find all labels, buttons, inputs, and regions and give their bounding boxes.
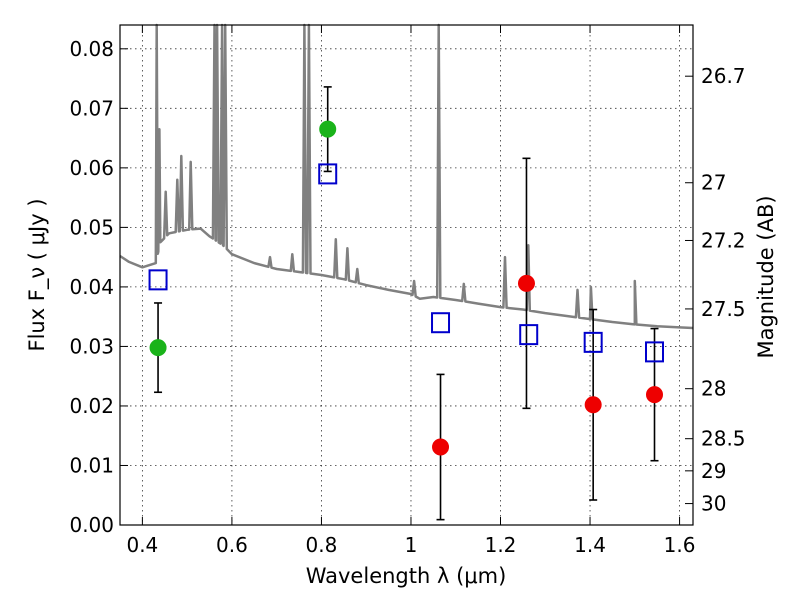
right-tick-label: 27.2 — [701, 228, 746, 252]
right-tick-label: 26.7 — [701, 64, 746, 88]
right-tick-label: 28 — [701, 377, 726, 401]
y-tick-label: 0.02 — [69, 394, 114, 418]
right-tick-label: 27 — [701, 171, 726, 195]
errorbar-layer — [154, 86, 659, 521]
x-tick-label: 0.8 — [306, 533, 338, 557]
y-axis-label: Flux F_ν ( μJy ) — [25, 198, 50, 351]
data-point — [517, 274, 535, 292]
y-tick-label: 0.01 — [69, 453, 114, 477]
model-spectrum-line — [119, 23, 694, 330]
right-tick-label: 30 — [701, 492, 726, 516]
data-point — [432, 438, 450, 456]
data-point — [584, 396, 602, 414]
marker-layer — [148, 120, 665, 456]
model-flux-point — [583, 331, 603, 353]
data-point — [319, 120, 337, 138]
x-tick-label: 0.4 — [126, 533, 158, 557]
right-axis-label: Magnitude (AB) — [754, 195, 778, 358]
model-flux-point — [519, 324, 539, 346]
y-tick-label: 0.05 — [69, 215, 114, 239]
x-tick-label: 1.2 — [485, 533, 517, 557]
model-flux-point — [431, 312, 451, 334]
x-tick-label: 0.6 — [216, 533, 248, 557]
right-tick-label: 28.5 — [701, 427, 746, 451]
grid-layer — [120, 25, 693, 526]
x-tick-label: 1.6 — [664, 533, 696, 557]
spectrum-layer — [119, 23, 694, 330]
plot-frame — [119, 24, 694, 526]
x-tick-label: 1.4 — [574, 533, 606, 557]
data-point — [149, 339, 167, 357]
y-tick-label: 0.03 — [69, 334, 114, 358]
y-tick-label: 0.00 — [69, 513, 114, 537]
right-tick-label: 29 — [701, 459, 726, 483]
y-tick-label: 0.08 — [69, 37, 114, 61]
y-tick-label: 0.06 — [69, 156, 114, 180]
model-flux-point — [318, 163, 338, 185]
right-tick-label: 27.5 — [701, 297, 746, 321]
model-flux-point — [148, 269, 168, 291]
y-tick-label: 0.04 — [69, 275, 114, 299]
data-point — [646, 386, 664, 404]
y-tick-label: 0.07 — [69, 96, 114, 120]
x-axis-label: Wavelength λ (μm) — [306, 564, 507, 588]
model-flux-point — [645, 341, 665, 363]
tick-layer: 0.4 0.6 0.8 1 1.2 1.4 1.6 0.00 0.01 0.02 0.03 0.04 0… — [69, 25, 746, 557]
x-tick-label: 1 — [405, 533, 418, 557]
